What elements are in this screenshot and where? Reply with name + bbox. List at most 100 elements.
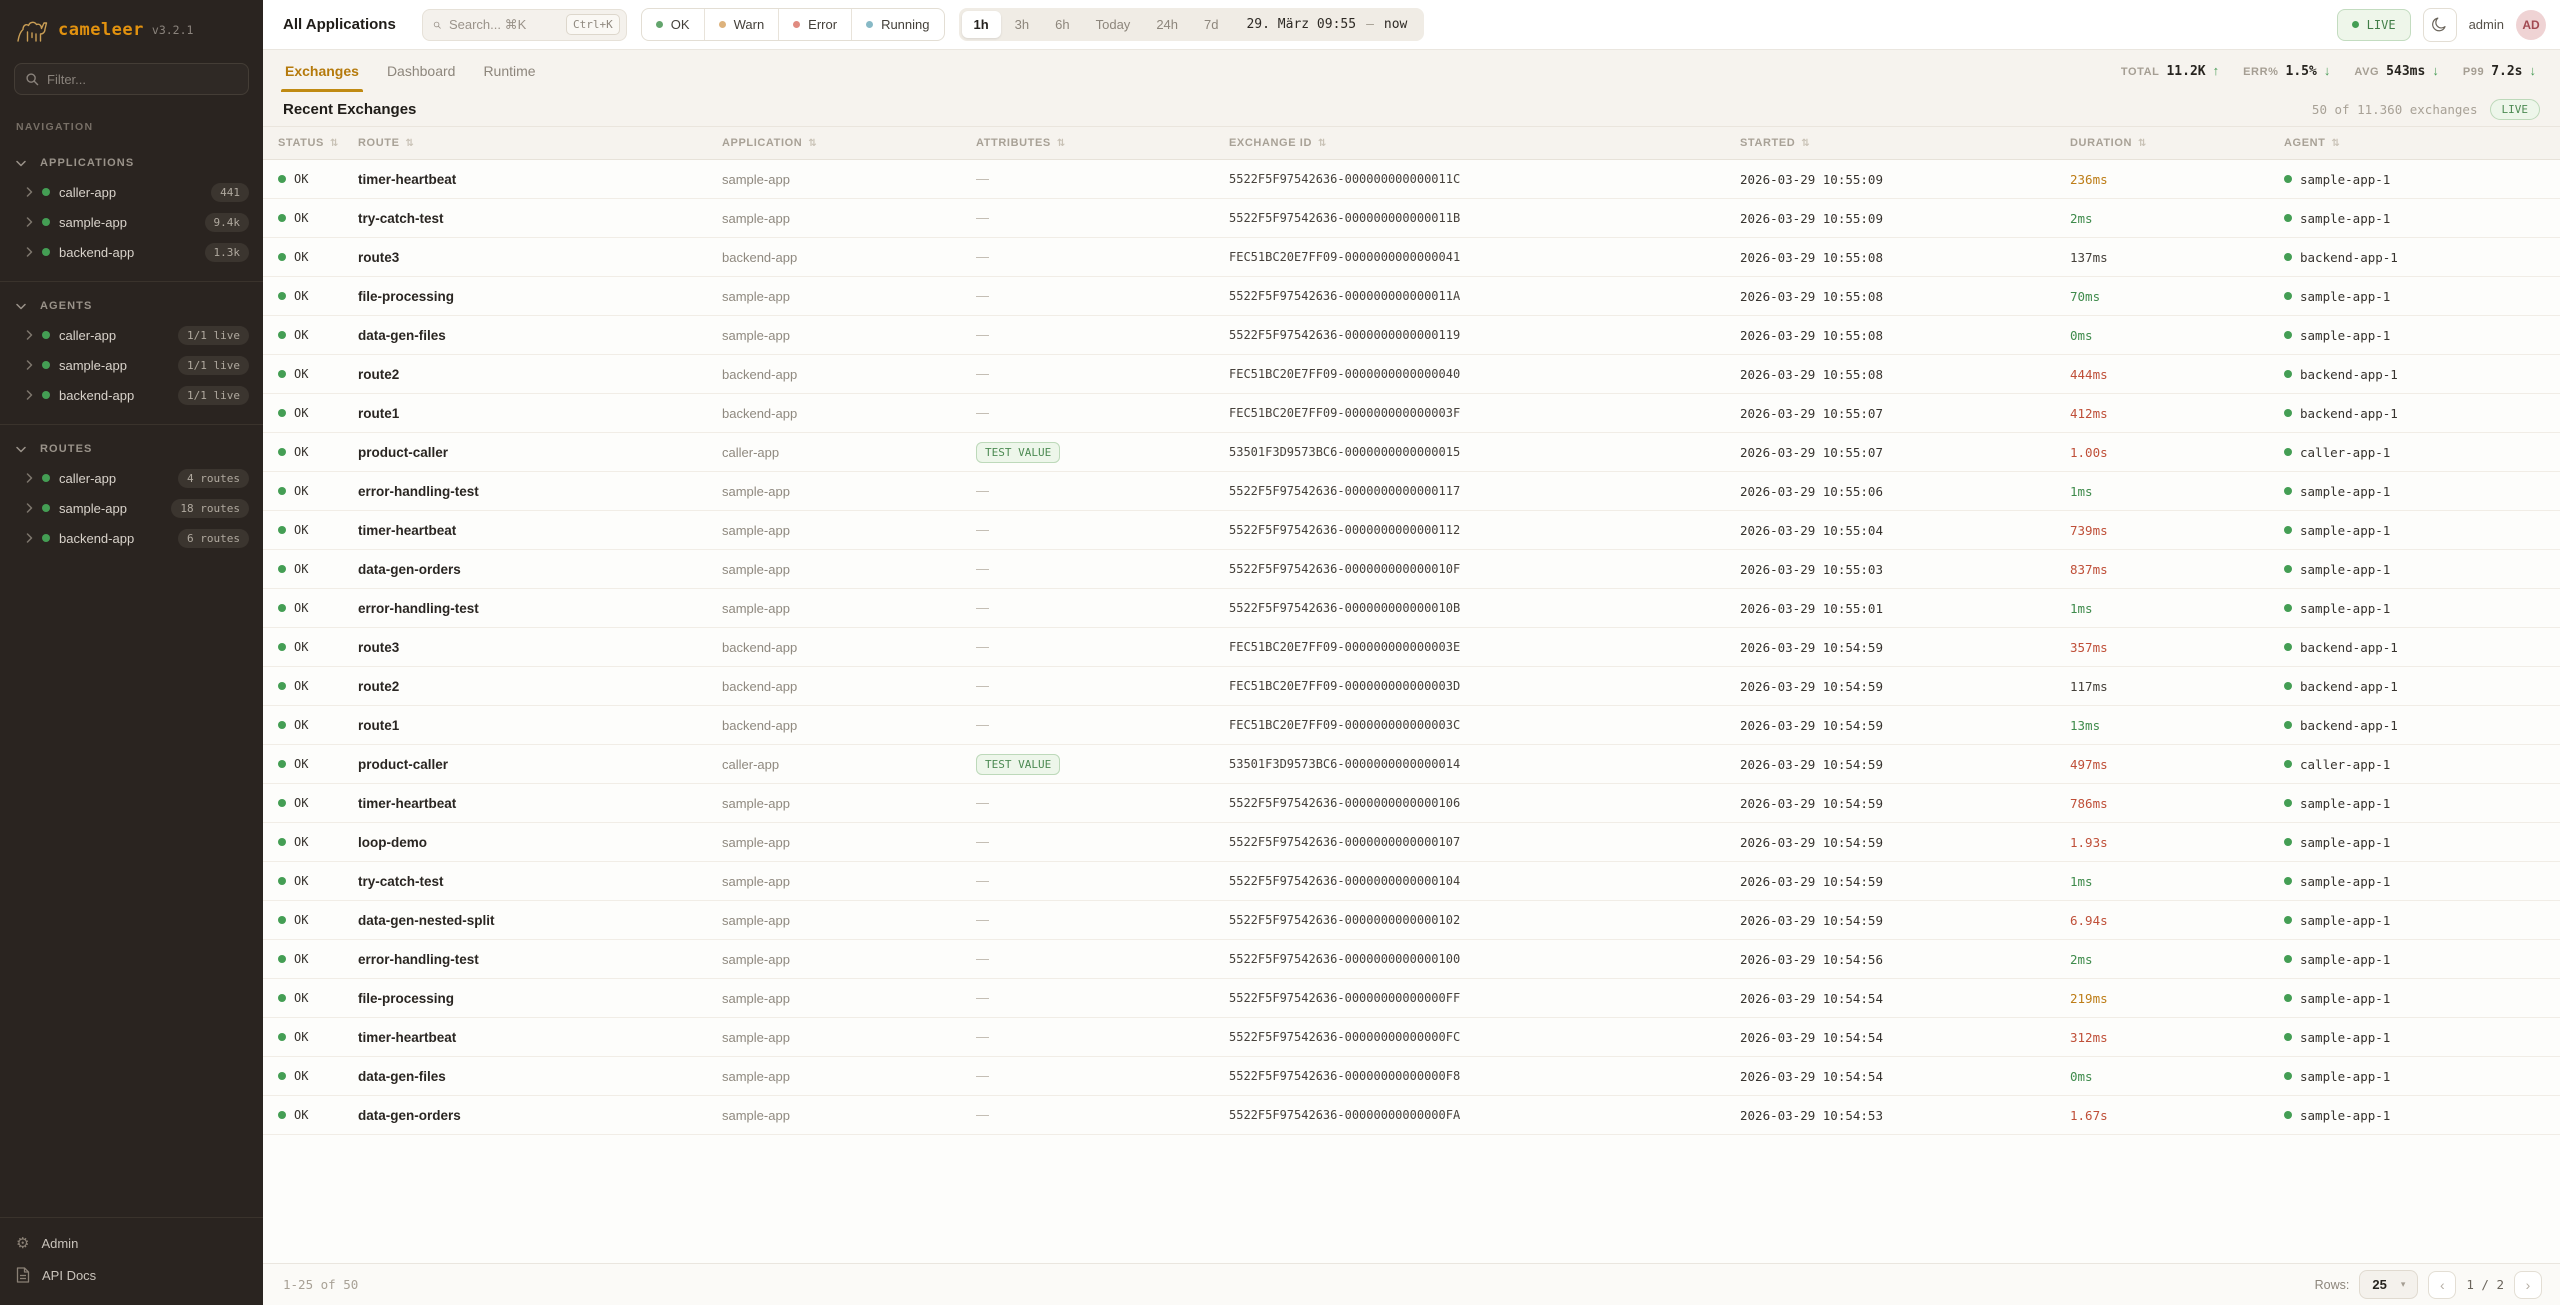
date-to: now [1383, 17, 1408, 32]
table-row[interactable]: OK timer-heartbeat sample-app — 5522F5F9… [263, 511, 2560, 550]
time-range-button[interactable]: 1h [961, 11, 1001, 38]
status-dot-icon [278, 955, 286, 963]
table-row[interactable]: OK timer-heartbeat sample-app — 5522F5F9… [263, 1018, 2560, 1057]
status-cell: OK [278, 172, 358, 186]
avatar[interactable]: AD [2516, 9, 2546, 40]
time-range-button[interactable]: Today [1095, 17, 1131, 32]
column-header[interactable]: EXCHANGE ID ⇅ [1229, 137, 1740, 149]
sidebar-item-api-docs[interactable]: API Docs [0, 1259, 263, 1291]
status-dot-icon [278, 292, 286, 300]
sidebar-filter-input[interactable] [47, 71, 238, 87]
agent-name: backend-app-1 [2300, 366, 2398, 382]
table-row[interactable]: OK product-caller caller-app TEST VALUE … [263, 433, 2560, 472]
document-icon [16, 1267, 30, 1283]
table-row[interactable]: OK error-handling-test sample-app — 5522… [263, 589, 2560, 628]
sidebar-nav-item[interactable]: caller-app 441 [0, 177, 263, 207]
application-cell: backend-app [722, 717, 798, 733]
sidebar-item-admin[interactable]: ⚙ Admin [0, 1228, 263, 1259]
sidebar-nav-item[interactable]: backend-app 6 routes [0, 523, 263, 553]
table-row[interactable]: OK loop-demo sample-app — 5522F5F9754263… [263, 823, 2560, 862]
column-header-label: ROUTE [358, 137, 400, 149]
table-row[interactable]: OK data-gen-files sample-app — 5522F5F97… [263, 316, 2560, 355]
table-row[interactable]: OK timer-heartbeat sample-app — 5522F5F9… [263, 784, 2560, 823]
column-header[interactable]: APPLICATION ⇅ [722, 137, 976, 149]
sidebar-section-header[interactable]: APPLICATIONS [0, 149, 263, 177]
attribute-value: — [976, 717, 989, 732]
tab[interactable]: Runtime [469, 50, 549, 92]
table-row[interactable]: OK try-catch-test sample-app — 5522F5F97… [263, 199, 2560, 238]
duration-cell: 2ms [2070, 951, 2093, 967]
exchange-id-cell: 5522F5F97542636-0000000000000100 [1229, 952, 1461, 966]
global-search[interactable]: Ctrl+K [421, 8, 627, 41]
table-row[interactable]: OK route1 backend-app — FEC51BC20E7FF09-… [263, 394, 2560, 433]
status-cell: OK [278, 913, 358, 927]
column-header[interactable]: STARTED ⇅ [1740, 137, 2070, 149]
table-row[interactable]: OK route3 backend-app — FEC51BC20E7FF09-… [263, 238, 2560, 277]
sidebar-nav-item[interactable]: sample-app 9.4k [0, 207, 263, 237]
table-row[interactable]: OK data-gen-orders sample-app — 5522F5F9… [263, 1096, 2560, 1135]
tab[interactable]: Exchanges [271, 50, 373, 92]
table-row[interactable]: OK file-processing sample-app — 5522F5F9… [263, 979, 2560, 1018]
application-cell: sample-app [722, 990, 790, 1006]
time-range-button[interactable]: 6h [1055, 17, 1070, 32]
sidebar-nav-item[interactable]: backend-app 1/1 live [0, 380, 263, 410]
tab[interactable]: Dashboard [373, 50, 470, 92]
column-header[interactable]: ATTRIBUTES ⇅ [976, 137, 1229, 149]
time-range-button[interactable]: 7d [1204, 17, 1219, 32]
table-row[interactable]: OK route3 backend-app — FEC51BC20E7FF09-… [263, 628, 2560, 667]
status-dot-icon [278, 643, 286, 651]
status-filter-chip[interactable]: Error [778, 9, 851, 40]
table-row[interactable]: OK error-handling-test sample-app — 5522… [263, 940, 2560, 979]
next-page-button[interactable]: › [2514, 1270, 2542, 1299]
table-row[interactable]: OK data-gen-files sample-app — 5522F5F97… [263, 1057, 2560, 1096]
agent-name: sample-app-1 [2300, 795, 2391, 811]
sidebar-section-header[interactable]: AGENTS [0, 292, 263, 320]
exchange-id-cell: 53501F3D9573BC6-0000000000000015 [1229, 445, 1461, 459]
column-header[interactable]: DURATION ⇅ [2070, 137, 2284, 149]
route-cell: error-handling-test [358, 600, 479, 616]
table-row[interactable]: OK data-gen-nested-split sample-app — 55… [263, 901, 2560, 940]
table-row[interactable]: OK route1 backend-app — FEC51BC20E7FF09-… [263, 706, 2560, 745]
table-row[interactable]: OK data-gen-orders sample-app — 5522F5F9… [263, 550, 2560, 589]
agent-dot-icon [2284, 955, 2292, 963]
sidebar-nav-item[interactable]: sample-app 18 routes [0, 493, 263, 523]
sidebar-nav-item[interactable]: caller-app 4 routes [0, 463, 263, 493]
status-filter-chip[interactable]: Running [851, 9, 943, 40]
theme-toggle-button[interactable] [2422, 7, 2457, 42]
table-row[interactable]: OK timer-heartbeat sample-app — 5522F5F9… [263, 160, 2560, 199]
attributes-cell: — [976, 1028, 1229, 1046]
sidebar-filter[interactable] [14, 63, 249, 95]
table-row[interactable]: OK route2 backend-app — FEC51BC20E7FF09-… [263, 667, 2560, 706]
chevron-right-icon: › [2525, 1276, 2531, 1293]
duration-cell: 117ms [2070, 678, 2108, 694]
status-filter-chip[interactable]: Warn [703, 9, 779, 40]
table-row[interactable]: OK route2 backend-app — FEC51BC20E7FF09-… [263, 355, 2560, 394]
prev-page-button[interactable]: ‹ [2428, 1270, 2457, 1299]
table-row[interactable]: OK try-catch-test sample-app — 5522F5F97… [263, 862, 2560, 901]
exchange-id-cell: 5522F5F97542636-0000000000000117 [1229, 484, 1461, 498]
duration-cell: 1.93s [2070, 834, 2108, 850]
column-header[interactable]: AGENT ⇅ [2284, 137, 2540, 149]
status-cell: OK [278, 640, 358, 654]
status-filter-chip[interactable]: OK [642, 9, 704, 40]
duration-cell: 444ms [2070, 366, 2108, 382]
sidebar-nav-item[interactable]: caller-app 1/1 live [0, 320, 263, 350]
rows-per-page-select[interactable]: 25 ▾ [2359, 1270, 2419, 1299]
global-search-input[interactable] [448, 17, 559, 32]
table-row[interactable]: OK product-caller caller-app TEST VALUE … [263, 745, 2560, 784]
sidebar-section-header[interactable]: ROUTES [0, 435, 263, 463]
column-header[interactable]: STATUS ⇅ [278, 137, 358, 149]
table-row[interactable]: OK error-handling-test sample-app — 5522… [263, 472, 2560, 511]
column-header[interactable]: ROUTE ⇅ [358, 137, 722, 149]
time-range-button[interactable]: 3h [1014, 17, 1030, 32]
sidebar-item-badge: 1/1 live [178, 325, 249, 345]
time-range-button[interactable]: 24h [1156, 17, 1179, 32]
status-dot-icon [278, 721, 286, 729]
table-row[interactable]: OK file-processing sample-app — 5522F5F9… [263, 277, 2560, 316]
date-range[interactable]: 29. März 09:55 — now [1232, 17, 1421, 32]
live-toggle-button[interactable]: LIVE [2336, 8, 2411, 41]
agent-name: backend-app-1 [2300, 249, 2398, 265]
sidebar-nav-item[interactable]: backend-app 1.3k [0, 237, 263, 267]
application-cell: sample-app [722, 1029, 790, 1045]
sidebar-nav-item[interactable]: sample-app 1/1 live [0, 350, 263, 380]
